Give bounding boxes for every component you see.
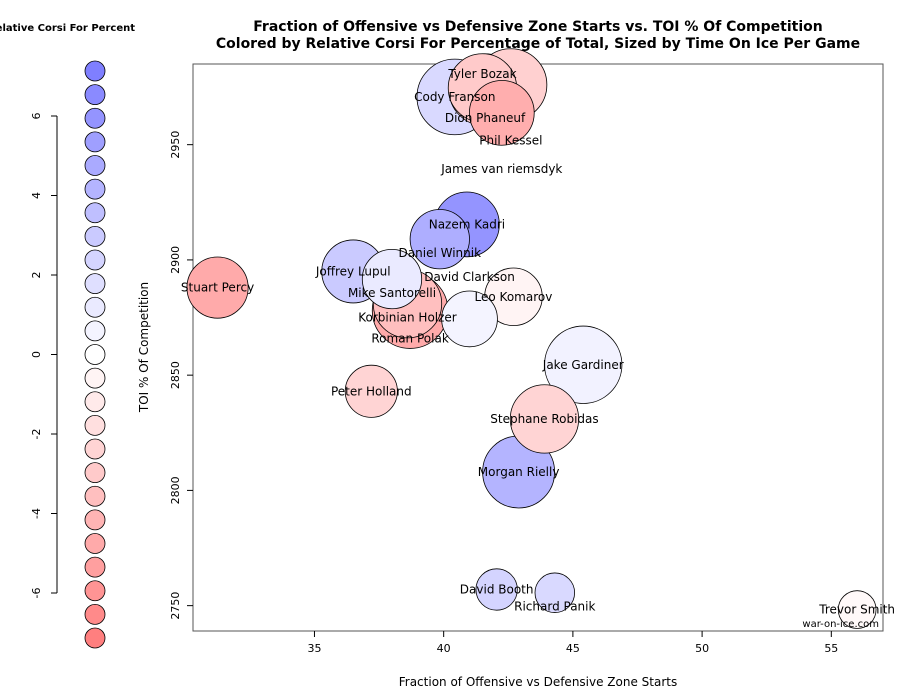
legend-swatch bbox=[84, 225, 106, 247]
bubble-label: Stephane Robidas bbox=[490, 412, 598, 426]
bubble-label: Trevor Smith bbox=[818, 603, 895, 617]
chart-title: Fraction of Offensive vs Defensive Zone … bbox=[253, 19, 822, 35]
bubble-labels: Cody Franson Tyler Bozak Dion Phaneuf Phil … bbox=[181, 67, 895, 617]
legend-tick-label: -2 bbox=[30, 429, 43, 440]
bubble-label: Mike Santorelli bbox=[348, 286, 436, 300]
bubble bbox=[409, 209, 470, 270]
legend-swatch bbox=[84, 320, 106, 342]
bubble-label: Joffrey Lupul bbox=[315, 264, 391, 278]
bubble-label: Roman Polak bbox=[371, 332, 448, 346]
y-tick-label: 2850 bbox=[169, 361, 182, 389]
legend-swatch bbox=[84, 603, 106, 625]
bubble-label: James van riemsdyk bbox=[440, 162, 562, 176]
legend-tick-label: -4 bbox=[30, 508, 43, 519]
bubble-label: Nazem Kadri bbox=[429, 217, 505, 231]
bubble-label: David Clarkson bbox=[424, 270, 515, 284]
legend-swatch bbox=[84, 84, 106, 106]
bubble bbox=[475, 568, 518, 611]
legend-swatch bbox=[84, 485, 106, 507]
bubble-label: Morgan Rielly bbox=[478, 465, 560, 479]
bubble bbox=[534, 572, 575, 613]
x-tick-label: 45 bbox=[566, 642, 580, 655]
bubble-label: David Booth bbox=[460, 583, 534, 597]
legend-swatch bbox=[84, 438, 106, 460]
legend-swatch bbox=[84, 107, 106, 129]
chart-subtitle: Colored by Relative Corsi For Percentage… bbox=[216, 36, 860, 52]
plot-frame bbox=[192, 63, 884, 632]
legend-tick-label: 4 bbox=[30, 192, 43, 199]
bubble-label: Leo Komarov bbox=[475, 290, 553, 304]
legend-swatch bbox=[84, 391, 106, 413]
bubble bbox=[544, 325, 623, 404]
bubble-label: Korbinian Holzer bbox=[358, 311, 457, 325]
legend-swatch bbox=[84, 580, 106, 602]
legend-swatch bbox=[84, 131, 106, 153]
bubble-label: Jake Gardiner bbox=[542, 358, 624, 372]
legend-tick-label: 2 bbox=[30, 272, 43, 279]
watermark: war-on-ice.com bbox=[802, 619, 879, 630]
legend-tick-label: 0 bbox=[30, 351, 43, 358]
y-axis-label: TOI % Of Competition bbox=[137, 282, 151, 413]
y-tick-label: 2900 bbox=[169, 246, 182, 274]
legend-swatch bbox=[84, 60, 106, 82]
y-axis: 2750 2800 2850 2900 2950 bbox=[169, 131, 193, 620]
legend-swatch bbox=[84, 155, 106, 176]
bubble bbox=[344, 364, 398, 418]
bubble bbox=[469, 80, 535, 146]
bubble-label: Tyler Bozak bbox=[447, 67, 516, 81]
legend-swatch bbox=[84, 509, 106, 531]
bubble bbox=[509, 384, 580, 454]
legend-swatch bbox=[84, 178, 106, 200]
legend-tick-label: 6 bbox=[30, 113, 43, 120]
bubble bbox=[361, 248, 423, 310]
legend-swatch bbox=[84, 414, 106, 436]
y-tick-label: 2950 bbox=[169, 131, 182, 159]
legend-swatch bbox=[84, 273, 106, 295]
bubble-label: Phil Kessel bbox=[479, 134, 542, 148]
legend-swatch bbox=[84, 533, 106, 554]
legend-swatch bbox=[84, 627, 106, 649]
bubble bbox=[441, 290, 498, 348]
bubble-label: Daniel Winnik bbox=[399, 246, 482, 260]
color-legend: 6 4 2 0 -2 -4 -6 bbox=[30, 60, 106, 649]
bubble-label: Richard Panik bbox=[514, 600, 595, 614]
legend-swatch bbox=[84, 367, 106, 389]
x-axis: 35 40 45 50 55 bbox=[307, 631, 838, 655]
legend-swatch bbox=[84, 344, 106, 365]
legend-swatch bbox=[84, 296, 106, 318]
bubble-label: Cody Franson bbox=[414, 90, 495, 104]
legend-title: Relative Corsi For Percent bbox=[0, 23, 135, 34]
x-tick-label: 40 bbox=[437, 642, 451, 655]
bubbles bbox=[186, 48, 877, 629]
y-tick-label: 2800 bbox=[169, 476, 182, 504]
bubble-label: Stuart Percy bbox=[181, 281, 254, 295]
legend-swatch bbox=[84, 202, 106, 224]
x-tick-label: 55 bbox=[824, 642, 838, 655]
bubble bbox=[186, 256, 249, 319]
y-tick-label: 2750 bbox=[169, 592, 182, 620]
x-tick-label: 50 bbox=[695, 642, 709, 655]
bubble-label: Peter Holland bbox=[331, 384, 412, 398]
legend-swatch bbox=[84, 556, 106, 578]
legend-tick-label: -6 bbox=[30, 588, 43, 599]
x-tick-label: 35 bbox=[307, 642, 321, 655]
x-axis-label: Fraction of Offensive vs Defensive Zone … bbox=[399, 675, 678, 689]
bubble-label: Dion Phaneuf bbox=[445, 111, 526, 125]
legend-swatch bbox=[84, 249, 106, 271]
legend-swatch bbox=[84, 462, 106, 484]
bubble bbox=[837, 590, 877, 629]
